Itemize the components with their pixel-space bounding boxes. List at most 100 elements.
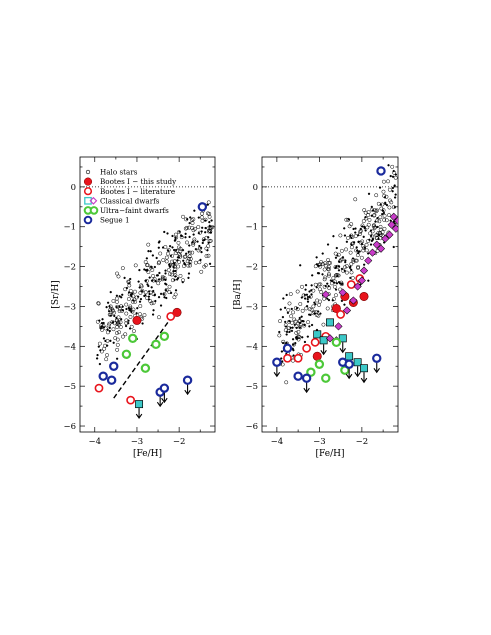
halo-star-point xyxy=(367,252,370,255)
halo-star-point xyxy=(185,240,189,245)
halo-star-point xyxy=(366,222,371,227)
y-tick-label: −2 xyxy=(63,263,76,273)
bootes-this-study-point xyxy=(132,315,142,325)
bootes-literature-point xyxy=(293,353,303,363)
halo-star-point xyxy=(200,250,203,254)
halo-star-point xyxy=(294,330,299,335)
halo-star-point xyxy=(350,268,353,271)
halo-star-point xyxy=(115,347,120,352)
halo-star-point xyxy=(326,258,331,262)
halo-star-point xyxy=(333,293,338,298)
halo-star-point xyxy=(321,262,325,267)
halo-star-point xyxy=(375,218,380,223)
halo-star-point xyxy=(349,245,354,250)
halo-star-point xyxy=(283,328,288,333)
halo-star-point xyxy=(281,315,285,319)
halo-star-point xyxy=(188,244,191,247)
halo-star-point xyxy=(167,290,172,295)
legend-marker xyxy=(83,187,93,196)
halo-star-point xyxy=(326,266,331,271)
halo-star-point xyxy=(124,302,129,307)
halo-star-point xyxy=(187,272,191,275)
halo-star-point xyxy=(335,246,338,250)
halo-star-point xyxy=(343,269,346,272)
upper-limit-arrowhead xyxy=(345,373,353,380)
halo-star-point xyxy=(372,223,376,228)
halo-star-point xyxy=(117,309,122,313)
halo-star-point xyxy=(202,264,207,269)
halo-star-point xyxy=(201,241,204,245)
halo-star-point xyxy=(147,249,150,253)
halo-star-point xyxy=(292,349,295,352)
halo-star-point xyxy=(127,322,130,325)
halo-star-point xyxy=(390,164,395,169)
ultra-faint-dwarf-point xyxy=(340,365,350,375)
halo-star-point xyxy=(315,263,319,266)
halo-star-point xyxy=(188,262,191,265)
segue-1-point xyxy=(372,353,382,363)
halo-star-point xyxy=(208,238,213,243)
bootes-literature-point xyxy=(310,337,320,347)
halo-star-point xyxy=(95,319,100,324)
halo-star-point xyxy=(166,248,171,253)
halo-star-point xyxy=(318,299,322,304)
halo-star-point xyxy=(354,227,357,230)
halo-star-point xyxy=(184,225,189,230)
halo-star-point xyxy=(352,241,356,244)
halo-star-point xyxy=(101,318,104,321)
halo-star-point xyxy=(164,289,168,292)
halo-star-point xyxy=(208,220,211,224)
halo-star-point xyxy=(137,312,142,317)
halo-star-point xyxy=(206,253,211,258)
halo-star-point xyxy=(367,192,371,195)
halo-star-point xyxy=(288,292,293,296)
halo-star-point xyxy=(301,293,306,298)
halo-star-point xyxy=(104,357,109,362)
halo-star-point xyxy=(196,225,201,229)
halo-star-point xyxy=(340,267,344,271)
halo-star-point xyxy=(349,270,354,275)
halo-star-point xyxy=(154,280,157,283)
halo-star-point xyxy=(178,249,183,254)
halo-star-point xyxy=(172,295,177,300)
halo-star-point xyxy=(359,227,362,231)
halo-star-point xyxy=(172,262,177,266)
halo-star-point xyxy=(297,335,302,340)
x-tick-label: −3 xyxy=(131,437,144,447)
halo-star-point xyxy=(173,273,178,278)
halo-star-point xyxy=(355,246,358,249)
halo-star-point xyxy=(385,203,389,207)
halo-star-point xyxy=(181,264,186,269)
halo-star-point xyxy=(164,272,167,275)
halo-star-point xyxy=(125,307,128,311)
halo-star-point xyxy=(361,219,366,224)
classical-dwarf-diamond-point xyxy=(325,334,335,343)
halo-star-point xyxy=(362,246,367,250)
halo-star-point xyxy=(372,212,377,217)
halo-star-point xyxy=(343,227,346,230)
halo-star-point xyxy=(345,240,349,243)
halo-star-point xyxy=(99,349,102,352)
legend-marker xyxy=(84,196,92,205)
halo-star-point xyxy=(318,262,323,267)
halo-star-point xyxy=(372,213,377,218)
classical-dwarf-diamond-point xyxy=(387,220,396,229)
segue-1-point xyxy=(106,375,117,385)
bootes-this-study-point xyxy=(172,307,182,317)
halo-star-point xyxy=(295,306,299,310)
legend-marker xyxy=(85,169,91,175)
halo-star-point xyxy=(123,287,128,292)
halo-star-point xyxy=(328,260,333,265)
halo-star-point xyxy=(113,314,116,318)
halo-star-point xyxy=(351,241,356,246)
halo-star-point xyxy=(184,232,187,235)
segue-1-point xyxy=(376,166,386,176)
halo-star-point xyxy=(117,330,121,335)
halo-star-point xyxy=(121,293,124,296)
halo-star-point xyxy=(115,337,120,342)
halo-star-point xyxy=(336,254,339,257)
halo-star-point xyxy=(368,231,373,236)
halo-star-point xyxy=(188,235,191,239)
bootes-literature-point xyxy=(336,310,346,319)
halo-star-point xyxy=(170,259,175,264)
